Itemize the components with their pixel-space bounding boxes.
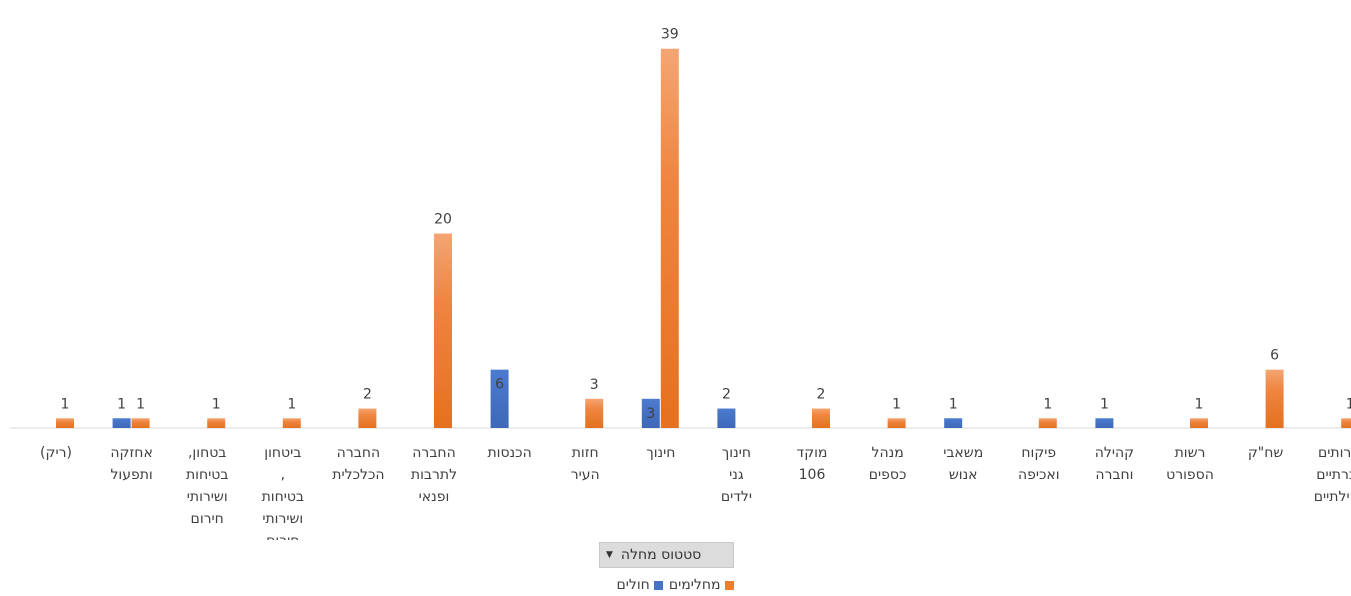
bar-sick-1 <box>112 418 131 428</box>
category-label-9: חינוך גני ילדים <box>721 445 752 505</box>
data-label-sick-8: 3 <box>646 406 655 422</box>
category-label-6: הכנסות <box>487 445 531 461</box>
data-label-sick-9: 2 <box>722 387 731 403</box>
category-label-7: חזות העיר <box>571 445 600 483</box>
data-label-recovered-16: 6 <box>1270 348 1279 364</box>
category-label-0: (ריק) <box>40 445 72 461</box>
legend-swatch-recovered <box>724 580 734 590</box>
category-label-5: החברה לתרבות ופנאי <box>411 445 457 505</box>
data-label-sick-1: 1 <box>117 396 126 412</box>
bar-recovered-5 <box>434 233 452 428</box>
bar-recovered-1 <box>131 418 150 428</box>
bar-recovered-13 <box>1038 418 1057 428</box>
data-label-sick-6: 6 <box>495 377 504 393</box>
legend-item-sick: חולים <box>616 577 663 593</box>
category-label-16: שח"ק <box>1248 445 1284 461</box>
bar-recovered-16 <box>1265 369 1284 428</box>
data-label-recovered-8: 39 <box>661 27 679 43</box>
category-label-14: קהילה וחברה <box>1095 445 1134 483</box>
bar-recovered-10 <box>812 408 830 428</box>
bar-recovered-7 <box>585 398 604 428</box>
data-label-recovered-0: 1 <box>61 396 70 412</box>
category-label-4: החברה הכלכלית <box>332 445 384 483</box>
status-filter-button[interactable]: סטטוס מחלה ▼ <box>599 542 734 568</box>
bar-recovered-17 <box>1341 418 1351 428</box>
bar-recovered-8 <box>660 48 679 428</box>
data-label-recovered-13: 1 <box>1043 396 1052 412</box>
data-label-recovered-4: 2 <box>363 387 372 403</box>
category-label-8: חינוך <box>646 445 675 461</box>
category-label-10: מוקד 106 <box>797 445 828 483</box>
bars-group <box>56 48 1351 428</box>
data-label-sick-14: 1 <box>1100 396 1109 412</box>
dropdown-arrow-icon: ▼ <box>606 550 613 560</box>
data-label-recovered-1: 1 <box>136 396 145 412</box>
data-label-recovered-11: 1 <box>892 396 901 412</box>
bar-sick-12 <box>944 418 963 428</box>
category-label-15: רשות הספורט <box>1166 445 1214 483</box>
bar-sick-6 <box>490 369 509 428</box>
data-label-recovered-2: 1 <box>212 396 221 412</box>
category-label-12: משאבי אנוש <box>943 445 983 483</box>
bar-recovered-2 <box>207 418 226 428</box>
category-label-13: פיקוח ואכיפה <box>1018 445 1060 483</box>
bar-recovered-11 <box>887 418 906 428</box>
legend-label-sick: חולים <box>616 577 650 593</box>
data-label-recovered-17: 1 <box>1346 396 1351 412</box>
bar-sick-14 <box>1095 418 1114 428</box>
legend-swatch-sick <box>653 580 663 590</box>
bar-recovered-4 <box>358 408 377 428</box>
category-label-2: בטחון, בטיחות ושירותי חירום <box>186 445 228 527</box>
bar-sick-8 <box>641 398 660 428</box>
bar-sick-9 <box>717 408 736 428</box>
data-label-recovered-7: 3 <box>590 377 599 393</box>
bar-recovered-15 <box>1190 418 1208 428</box>
legend: מחלימים חולים <box>560 576 790 594</box>
category-label-11: מנהל כספים <box>869 445 907 483</box>
category-label-1: אחזקה ותפעול <box>110 445 152 483</box>
data-label-sick-12: 1 <box>949 396 958 412</box>
data-label-recovered-3: 1 <box>287 396 296 412</box>
data-label-recovered-15: 1 <box>1195 396 1204 412</box>
data-label-recovered-5: 20 <box>434 212 452 228</box>
status-filter-label: סטטוס מחלה <box>620 547 702 563</box>
bar-recovered-3 <box>282 418 301 428</box>
bar-recovered-0 <box>56 418 74 428</box>
data-label-recovered-10: 2 <box>817 387 826 403</box>
legend-label-recovered: מחלימים <box>668 577 721 593</box>
category-label-17: שירותיםחברתייםקהילתיים <box>1314 445 1351 505</box>
legend-item-recovered: מחלימים <box>669 577 734 593</box>
